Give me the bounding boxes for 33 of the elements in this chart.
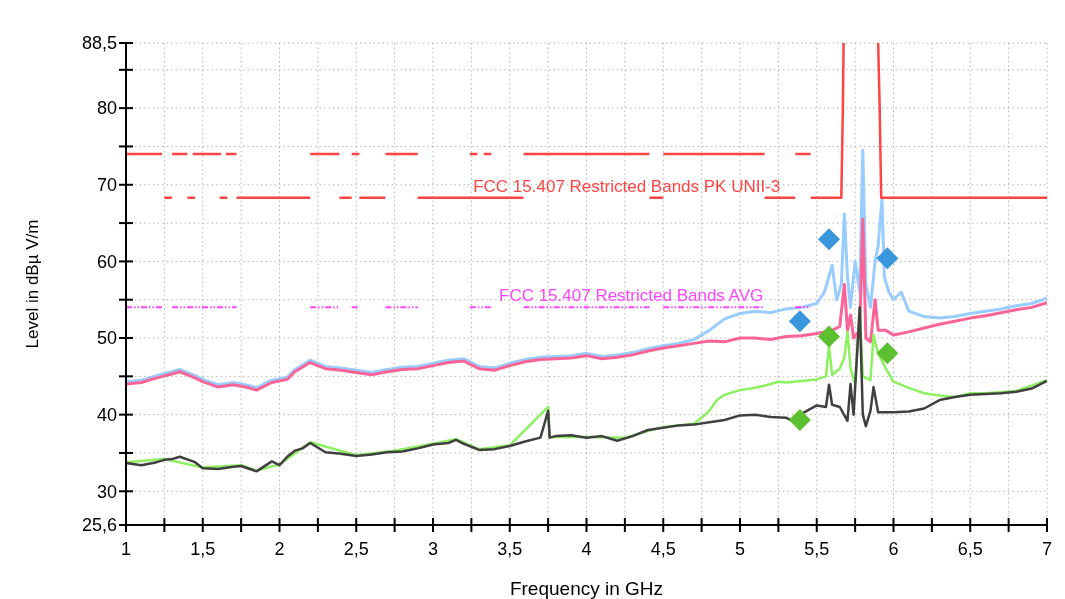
point bbox=[788, 310, 811, 333]
point bbox=[876, 247, 899, 270]
annotation: FCC 15.407 Restricted Bands PK UNII-3 bbox=[473, 177, 781, 197]
x-tick-label: 4 bbox=[581, 539, 592, 559]
point bbox=[788, 409, 811, 432]
x-tick-label: 6,5 bbox=[957, 539, 983, 559]
x-tick-label: 1,5 bbox=[190, 539, 216, 559]
y-tick-label: 80 bbox=[96, 98, 117, 119]
x-axis-title: Frequency in GHz bbox=[509, 578, 664, 599]
x-tick-label: 3,5 bbox=[497, 539, 523, 559]
x-tick-label: 7 bbox=[1041, 539, 1053, 559]
point bbox=[818, 228, 841, 251]
y-tick-label: 40 bbox=[96, 404, 117, 425]
x-tick-label: 5,5 bbox=[804, 539, 830, 559]
y-tick-label: 30 bbox=[96, 481, 117, 502]
x-tick-label: 3 bbox=[427, 539, 439, 559]
x-tick-label: 2,5 bbox=[343, 539, 369, 559]
x-tick-label: 5 bbox=[734, 539, 746, 559]
x-tick-label: 4,5 bbox=[650, 539, 676, 559]
y-tick-label: 50 bbox=[96, 328, 117, 349]
line-series bbox=[126, 217, 1047, 392]
point bbox=[876, 342, 899, 365]
x-tick-label: 2 bbox=[274, 539, 285, 559]
x-tick-label: 6 bbox=[888, 539, 899, 559]
y-axis-title: Level in dBµ V/m bbox=[23, 219, 42, 349]
annotation: FCC 15.407 Restricted Bands AVG bbox=[499, 285, 764, 305]
line-series bbox=[126, 148, 1047, 390]
y-tick-label: 70 bbox=[96, 175, 117, 196]
y-tick-label: 25,6 bbox=[81, 515, 117, 536]
point bbox=[818, 325, 841, 348]
y-tick-label: 60 bbox=[96, 251, 117, 272]
x-tick-label: 1 bbox=[120, 539, 132, 559]
y-tick-label: 88,5 bbox=[81, 33, 117, 54]
